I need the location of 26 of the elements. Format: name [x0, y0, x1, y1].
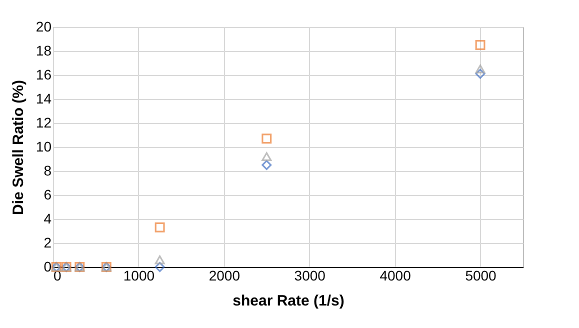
y-tick-label: 2 — [44, 234, 52, 250]
point — [262, 134, 272, 144]
x-tick-label: 4000 — [380, 268, 412, 284]
y-tick-label: 18 — [36, 42, 52, 58]
x-tick-label: 1000 — [123, 268, 155, 284]
y-tick-label: 16 — [36, 66, 52, 82]
point — [154, 255, 165, 264]
point — [475, 68, 486, 79]
x-tick-label: 3000 — [294, 268, 326, 284]
x-axis-title: shear Rate (1/s) — [232, 292, 344, 310]
point — [262, 160, 272, 170]
point — [154, 222, 165, 232]
y-tick-label: 10 — [36, 138, 52, 154]
y-tick-label: 20 — [36, 18, 52, 34]
y-tick-label: 4 — [44, 210, 52, 226]
point — [475, 64, 486, 74]
y-tick-label: 12 — [36, 114, 52, 130]
y-tick-label: 14 — [36, 90, 52, 106]
point — [154, 262, 165, 272]
x-tick-label: 5000 — [465, 268, 497, 284]
y-axis-title: Die Swell Ratio (%) — [10, 80, 27, 216]
point — [475, 40, 486, 50]
y-tick-label: 8 — [44, 162, 52, 178]
x-tick-label: 2000 — [208, 268, 240, 284]
point — [262, 152, 272, 162]
y-tick-label: 6 — [44, 186, 52, 202]
